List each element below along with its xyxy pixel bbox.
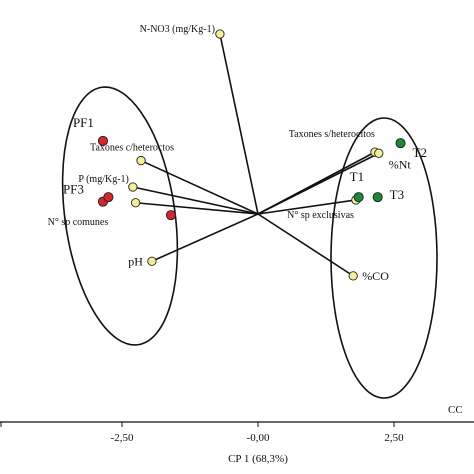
vector-point [215,29,225,39]
x-tick-label: -2,50 [111,432,134,444]
x-tick-label: 2,50 [384,432,404,444]
vector-label: %Nt [389,157,412,171]
site-label: PF1 [73,115,94,130]
data-points [97,29,406,281]
group-ellipse-t [330,117,438,399]
site-label: PF3 [63,182,84,197]
vector-point [136,155,146,166]
vector-line [135,201,259,215]
site-point [372,192,383,203]
vector-point [374,148,384,158]
site-label: T1 [350,169,364,184]
vector-point [130,198,141,208]
vector-label: N° sp exclusivas [287,210,354,221]
x-axis-title: CP 1 (68,3%) [228,453,288,465]
vector-label: P (mg/Kg-1) [78,174,128,185]
vector-label: pH [128,254,143,268]
vector-line [257,213,354,277]
site-label: T3 [390,187,404,202]
site-point [103,192,114,203]
site-point [165,210,177,221]
vector-line [140,159,259,215]
group-ellipse-pf [61,86,179,346]
vector-line [151,213,259,262]
vector-label: Taxones s/heterocitos [289,129,375,140]
vector-point [147,256,157,266]
vector-label: N-NO3 (mg/Kg-1) [140,24,215,35]
vector-point [128,182,138,192]
site-label: T2 [413,145,427,160]
vector-line [219,33,259,215]
group-ellipses [61,86,438,399]
x-axis: -2,50 -0,00 2,50 [0,421,474,444]
corner-axis-label: CC [448,404,463,416]
point-labels: N-NO3 (mg/Kg-1) Taxones c/heteroctos P (mg… [48,24,427,283]
site-point [395,138,406,149]
vector-line [132,186,259,215]
site-point [97,135,109,146]
vector-line [257,152,380,215]
vector-lines [132,33,380,277]
x-tick-label: -0,00 [247,432,270,444]
vector-line [257,199,357,215]
vector-label: Taxones c/heteroctos [90,143,174,154]
vector-label: %CO [362,269,389,283]
vector-label: N° sp comunes [48,217,109,228]
site-point [353,192,364,203]
vector-point [348,271,358,281]
